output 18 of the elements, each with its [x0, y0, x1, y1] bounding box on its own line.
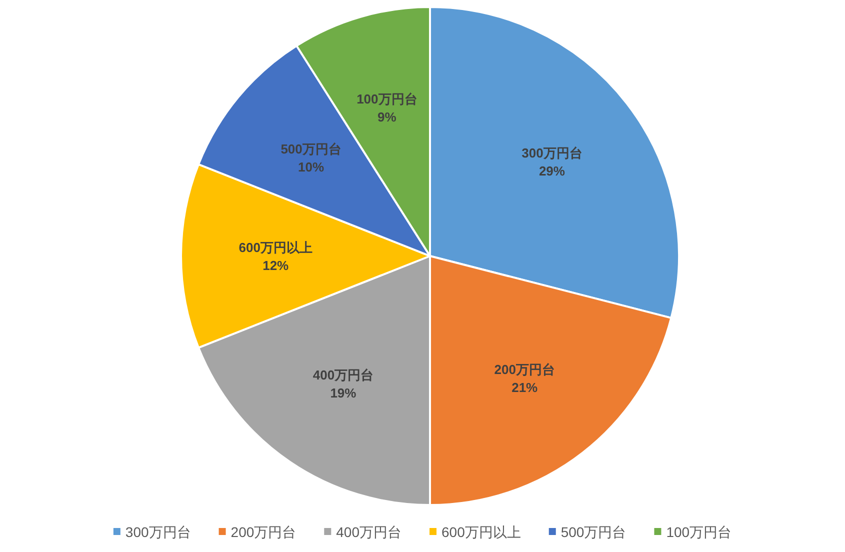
data-label: 19%: [330, 386, 357, 401]
data-label: 21%: [512, 380, 538, 395]
slice-label: 500万円台: [280, 142, 342, 157]
slice-label: 400万円台: [312, 368, 374, 383]
slice-label: 600万円以上: [238, 240, 312, 255]
legend-label: 100万円台: [666, 524, 732, 540]
legend-label: 300万円台: [125, 524, 191, 540]
data-label: 9%: [378, 110, 397, 125]
slice-label: 300万円台: [522, 145, 582, 160]
slice-label: 200万円台: [494, 362, 555, 377]
legend-label: 400万円台: [336, 524, 402, 540]
data-label: 12%: [262, 258, 290, 273]
slice-label: 100万円台: [356, 92, 418, 107]
data-label: 29%: [538, 163, 566, 178]
legend-label: 200万円台: [230, 524, 296, 540]
legend-label: 500万円台: [560, 524, 626, 540]
data-label: 10%: [298, 160, 324, 175]
legend-label: 600万円以上: [442, 524, 521, 540]
